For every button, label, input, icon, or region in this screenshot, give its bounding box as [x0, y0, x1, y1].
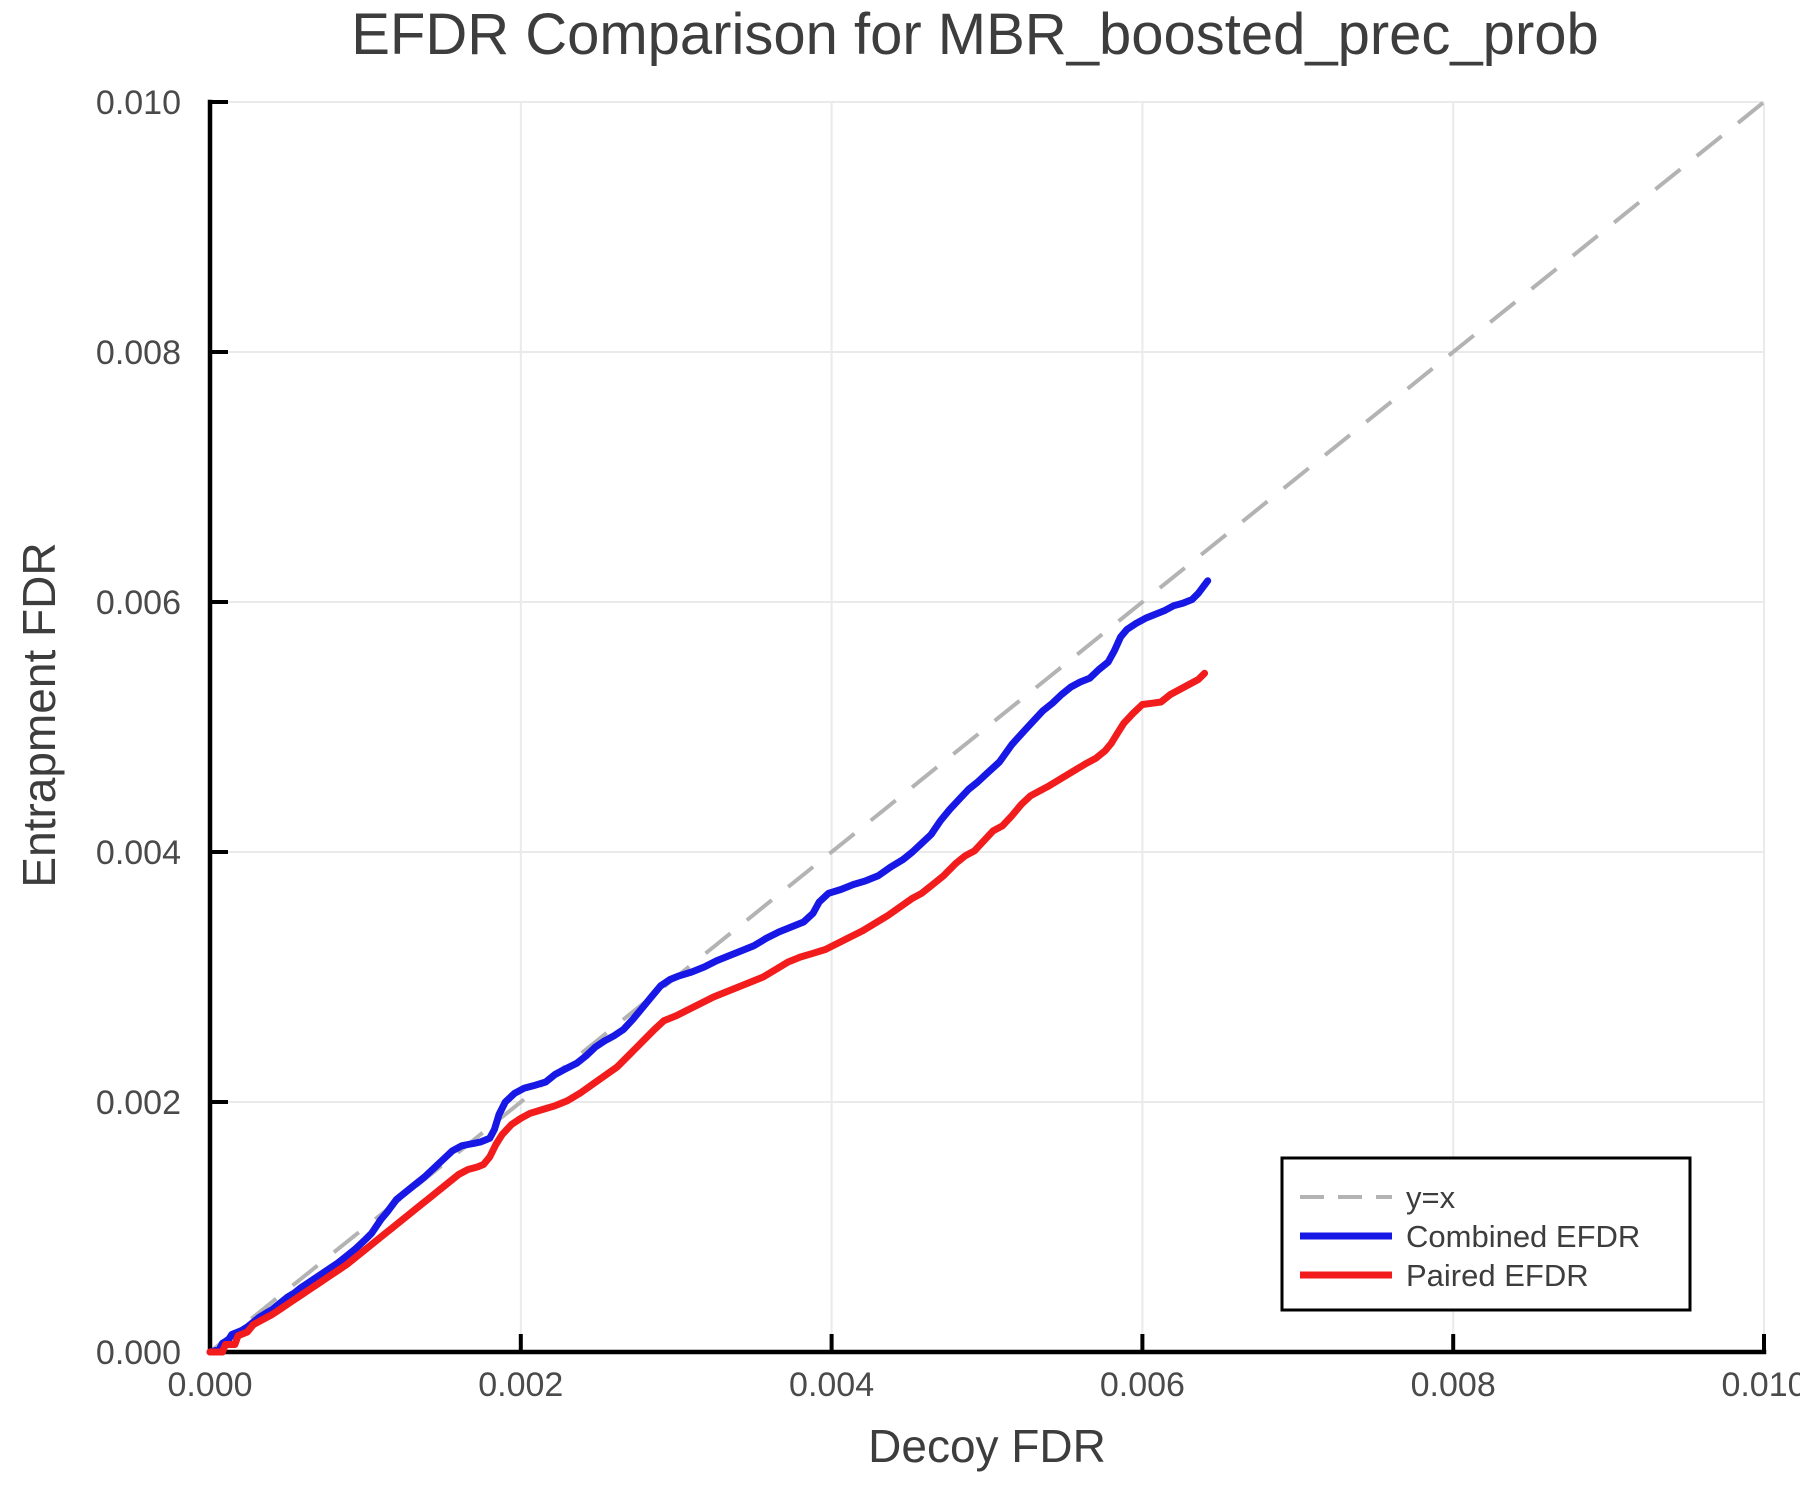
- y-tick-label: 0.008: [96, 334, 181, 372]
- tick-labels: 0.000 0.002 0.004 0.006 0.008 0.010 0.000 0.002…: [96, 84, 1800, 1404]
- x-tick-label: 0.008: [1411, 1366, 1496, 1404]
- series-combined-efdr: [206, 577, 1212, 1356]
- y-tick-label: 0.002: [96, 1084, 181, 1122]
- data-series: [206, 577, 1212, 1356]
- y-tick-label: 0.000: [96, 1334, 181, 1372]
- legend-entries: y=x Combined EFDR Paired EFDR: [1300, 1180, 1640, 1293]
- legend-entry-label: Paired EFDR: [1406, 1258, 1589, 1293]
- axis-spines: [207, 99, 1767, 1355]
- x-axis-label: Decoy FDR: [868, 1420, 1106, 1472]
- legend-entry-label: Combined EFDR: [1406, 1219, 1640, 1254]
- x-tick-label: 0.010: [1721, 1366, 1800, 1404]
- y-tick-label: 0.010: [96, 84, 181, 122]
- x-tick-label: 0.004: [789, 1366, 874, 1404]
- legend-entry-label: y=x: [1406, 1180, 1456, 1215]
- y-axis-label: Entrapment FDR: [13, 542, 65, 887]
- legend: y=x Combined EFDR Paired EFDR: [1280, 1156, 1692, 1312]
- x-tick-label: 0.002: [478, 1366, 563, 1404]
- y-tick-label: 0.006: [96, 584, 181, 622]
- x-tick-label: 0.000: [167, 1366, 252, 1404]
- y-tick-label: 0.004: [96, 834, 181, 872]
- plot-title: EFDR Comparison for MBR_boosted_prec_pro…: [351, 2, 1599, 67]
- x-tick-label: 0.006: [1100, 1366, 1185, 1404]
- series-paired-efdr: [206, 669, 1209, 1356]
